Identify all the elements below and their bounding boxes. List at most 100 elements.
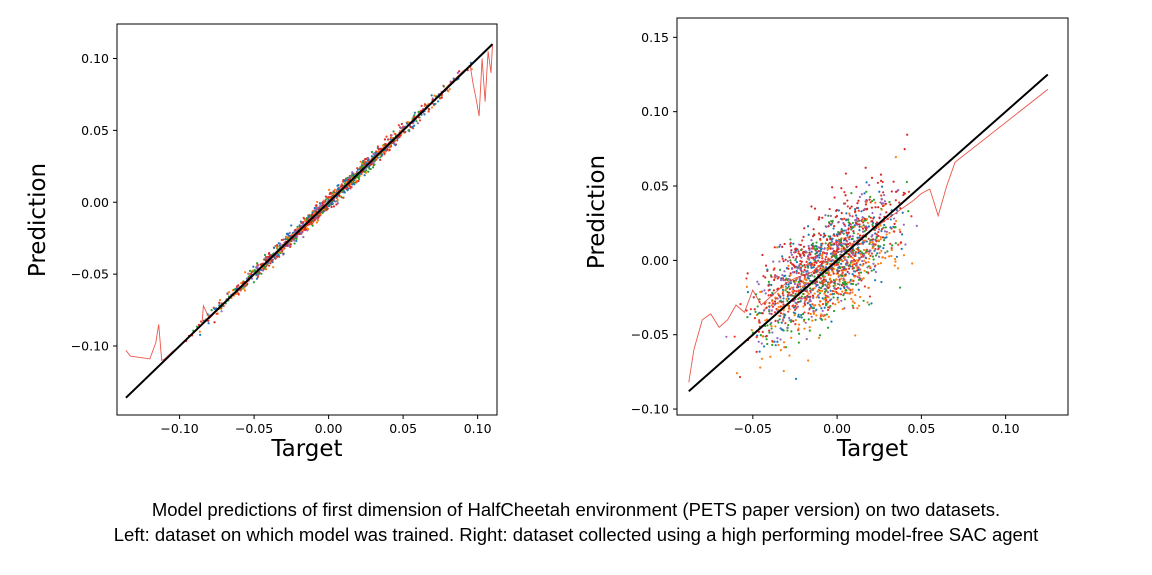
scatter-point (286, 232, 289, 235)
scatter-point (758, 311, 761, 315)
scatter-point (857, 266, 860, 269)
scatter-point (766, 268, 769, 271)
scatter-point (901, 211, 904, 214)
scatter-point (303, 217, 306, 220)
scatter-point (764, 292, 767, 295)
scatter-point (859, 263, 862, 266)
scatter-point (767, 294, 770, 297)
scatter-point (347, 178, 350, 181)
scatter-point (856, 259, 859, 262)
scatter-point (277, 254, 280, 257)
scatter-point (246, 282, 249, 286)
scatter-point (894, 156, 897, 159)
scatter-point (797, 297, 800, 300)
scatter-point (893, 264, 896, 267)
scatter-point (364, 158, 367, 161)
scatter-point (848, 264, 851, 267)
scatter-point (265, 268, 268, 271)
scatter-point (851, 288, 854, 291)
scatter-point (394, 133, 397, 136)
scatter-point (874, 254, 878, 257)
scatter-point (779, 314, 782, 318)
scatter-point (783, 313, 786, 316)
scatter-point (864, 200, 867, 203)
y-tick-label: −0.05 (631, 327, 669, 342)
scatter-point (864, 166, 867, 169)
scatter-point (771, 291, 774, 294)
scatter-point (390, 137, 393, 140)
scatter-point (792, 311, 795, 314)
scatter-point (831, 302, 835, 305)
scatter-point (840, 269, 843, 272)
scatter-point (840, 218, 844, 221)
scatter-point (868, 265, 872, 268)
scatter-point (797, 280, 800, 284)
scatter-point (831, 293, 834, 296)
scatter-point (327, 195, 330, 199)
scatter-point (821, 216, 824, 219)
scatter-point (375, 150, 378, 153)
scatter-point (799, 266, 803, 269)
x-tick-label: 0.00 (315, 421, 343, 436)
scatter-point (839, 238, 843, 241)
scatter-point (213, 307, 216, 311)
scatter-point (843, 250, 846, 253)
scatter-point (790, 330, 793, 333)
scatter-point (823, 234, 826, 237)
scatter-point (851, 235, 854, 238)
scatter-point (213, 321, 216, 324)
plot-area (125, 43, 494, 399)
scatter-point (860, 255, 863, 259)
scatter-point (862, 239, 865, 242)
scatter-point (845, 259, 848, 262)
scatter-point (779, 349, 783, 352)
scatter-point (884, 257, 887, 260)
scatter-point (798, 264, 801, 268)
scatter-point (890, 248, 893, 252)
scatter-point (307, 215, 310, 218)
scatter-point (250, 277, 254, 280)
scatter-point (339, 185, 343, 188)
scatter-point (888, 200, 891, 204)
scatter-point (797, 289, 801, 292)
scatter-point (293, 242, 296, 245)
left-chart: −0.10 −0.05 0.00 0.05 0.10 −0.10 −0.05 0.00 0.05… (25, 23, 498, 462)
scatter-point (832, 234, 835, 237)
scatter-point (857, 288, 860, 291)
scatter-point (773, 300, 777, 303)
scatter-point (840, 244, 844, 247)
scatter-point (843, 237, 846, 240)
scatter-point (818, 300, 821, 303)
scatter-point (804, 278, 808, 281)
scatter-point (879, 238, 882, 241)
scatter-point (885, 233, 888, 236)
scatter-point (785, 297, 788, 301)
scatter-point (847, 218, 850, 221)
scatter-point (758, 321, 761, 324)
scatter-point (335, 203, 338, 206)
scatter-point (862, 252, 865, 256)
scatter-point (823, 247, 826, 250)
scatter-point (881, 236, 885, 239)
scatter-point (276, 246, 279, 249)
scatter-point (870, 302, 873, 305)
scatter-point (779, 279, 783, 282)
scatter-point (821, 302, 825, 306)
scatter-point (821, 309, 824, 312)
scatter-point (856, 275, 859, 278)
scatter-point (841, 281, 845, 285)
scatter-point (858, 229, 861, 232)
scatter-point (800, 295, 803, 298)
scatter-point (755, 350, 758, 353)
scatter-point (851, 256, 854, 259)
identity-line (125, 43, 494, 399)
scatter-point (885, 211, 888, 214)
scatter-point (851, 291, 854, 294)
scatter-point (890, 247, 893, 250)
scatter-point (808, 303, 812, 306)
scatter-point (898, 228, 901, 231)
scatter-point (812, 312, 816, 315)
scatter-point (859, 250, 862, 253)
scatter-point (772, 289, 775, 292)
scatter-point (813, 261, 816, 264)
